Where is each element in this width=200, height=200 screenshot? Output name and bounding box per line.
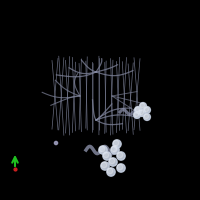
Circle shape [54, 141, 58, 145]
Circle shape [139, 110, 144, 115]
Circle shape [139, 110, 145, 116]
Circle shape [113, 140, 119, 146]
Circle shape [117, 164, 123, 170]
Circle shape [101, 162, 109, 170]
Circle shape [134, 112, 140, 118]
Circle shape [103, 152, 111, 160]
Circle shape [144, 107, 149, 112]
Circle shape [135, 107, 141, 113]
Circle shape [140, 103, 146, 109]
Circle shape [117, 152, 123, 158]
Circle shape [134, 112, 139, 117]
Circle shape [113, 140, 121, 148]
Circle shape [111, 146, 119, 154]
Circle shape [135, 107, 140, 112]
Circle shape [117, 164, 125, 172]
Circle shape [103, 152, 109, 158]
Circle shape [99, 146, 107, 154]
Circle shape [140, 103, 145, 108]
Circle shape [109, 158, 115, 164]
Circle shape [107, 168, 113, 174]
Circle shape [117, 152, 125, 160]
Circle shape [109, 158, 117, 166]
Circle shape [101, 162, 107, 168]
Circle shape [111, 146, 117, 152]
Circle shape [144, 107, 150, 113]
Circle shape [144, 114, 149, 119]
Circle shape [99, 146, 105, 152]
Circle shape [107, 168, 115, 176]
Circle shape [144, 114, 150, 120]
